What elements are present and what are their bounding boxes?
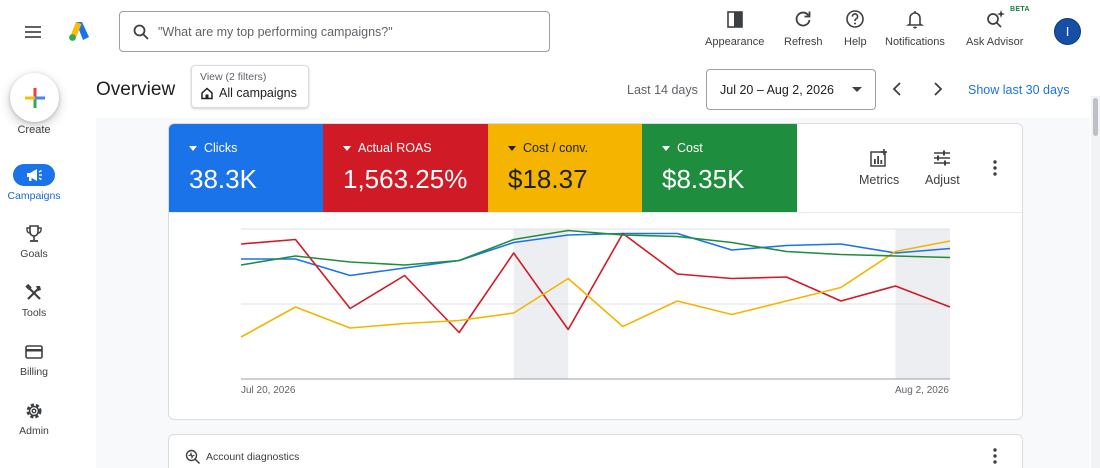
metric-name: Actual ROAS [358, 141, 432, 155]
help-label: Help [844, 36, 867, 48]
view-filter-value: All campaigns [219, 86, 297, 100]
x-axis-start-label: Jul 20, 2026 [241, 385, 296, 396]
search-icon [133, 24, 149, 40]
diagnostics-title: Account diagnostics [206, 451, 300, 463]
sidebar-item-billing[interactable]: Billing [0, 342, 68, 378]
view-filter-value-row: All campaigns [200, 86, 308, 100]
metric-value: 1,563.25% [343, 164, 468, 194]
series-line-clicks[interactable] [241, 232, 951, 277]
ask-advisor-button[interactable]: Ask Advisor [966, 8, 1023, 48]
sidebar-item-campaigns[interactable]: Campaigns [0, 164, 68, 202]
create-label: Create [17, 124, 51, 136]
tools-icon [25, 283, 41, 300]
metric-tile-cost[interactable]: Cost $8.35K [642, 124, 797, 212]
credit-card-icon [25, 345, 43, 359]
notifications-label: Notifications [885, 36, 945, 48]
metric-name: Cost [677, 141, 703, 155]
metric-name: Clicks [204, 141, 238, 155]
appearance-button[interactable]: Appearance [705, 8, 764, 48]
help-icon [846, 10, 865, 28]
metric-name-row: Cost [662, 141, 703, 155]
home-icon [201, 87, 213, 100]
create-button[interactable] [10, 73, 59, 122]
series-line-cost[interactable] [240, 229, 951, 266]
refresh-icon [795, 11, 811, 27]
appearance-icon [726, 11, 743, 28]
advisor-search-sparkle-icon [986, 10, 1005, 28]
sidebar-item-tools[interactable]: Tools [0, 283, 68, 319]
metrics-label: Metrics [859, 173, 900, 187]
search-input[interactable] [158, 24, 538, 39]
adjust-button[interactable]: Adjust [925, 148, 960, 187]
search-box[interactable] [119, 11, 550, 52]
triangle-down-icon [662, 145, 670, 151]
sidebar-item-admin[interactable]: Admin [0, 401, 68, 437]
more-options-icon[interactable] [993, 160, 997, 176]
metrics-chart-plus-icon [870, 149, 888, 167]
triangle-down-icon [343, 145, 351, 151]
google-ads-logo-icon[interactable] [67, 19, 91, 43]
metric-tile-actual-roas[interactable]: Actual ROAS 1,563.25% [323, 124, 488, 212]
refresh-button[interactable]: Refresh [784, 8, 823, 48]
gear-icon [26, 403, 42, 419]
metric-tile-clicks[interactable]: Clicks 38.3K [169, 124, 323, 212]
sidebar-item-label: Admin [19, 425, 49, 437]
view-filter-label: View (2 filters) [200, 71, 267, 83]
account-avatar[interactable]: I [1054, 18, 1081, 45]
performance-chart-card: Clicks 38.3K Actual ROAS 1,563.25% Cost … [168, 123, 1023, 420]
metric-value: 38.3K [189, 164, 257, 194]
triangle-down-icon [508, 145, 516, 151]
refresh-label: Refresh [784, 36, 823, 48]
more-options-icon[interactable] [993, 448, 997, 464]
trophy-icon [26, 225, 42, 242]
sidebar-item-label: Tools [21, 307, 47, 319]
notifications-button[interactable]: Notifications [885, 8, 945, 48]
previous-period-chevron-left-icon[interactable] [887, 79, 907, 99]
metric-name-row: Actual ROAS [343, 141, 432, 155]
metrics-button[interactable]: Metrics [859, 148, 899, 187]
sliders-icon [934, 150, 951, 166]
sidebar-item-goals[interactable]: Goals [0, 224, 68, 260]
view-filter-button[interactable]: View (2 filters) All campaigns [191, 65, 309, 108]
date-range-picker[interactable]: Jul 20 – Aug 2, 2026 [706, 69, 876, 110]
adjust-label: Adjust [925, 173, 960, 187]
metric-tile-cost-per-conv[interactable]: Cost / conv. $18.37 [488, 124, 642, 212]
sidebar-item-label: Billing [19, 366, 48, 378]
date-range-value: Jul 20 – Aug 2, 2026 [720, 82, 834, 97]
beta-badge: BETA [1010, 6, 1030, 13]
metric-value: $8.35K [662, 164, 745, 194]
show-last-30-days-link[interactable]: Show last 30 days [968, 83, 1070, 97]
diagnostics-search-icon [185, 449, 201, 465]
series-line-actual-roas[interactable] [240, 232, 951, 334]
page-title: Overview [96, 79, 176, 100]
plus-icon [24, 87, 45, 108]
sidebar-item-label: Campaigns [7, 190, 61, 202]
metric-name: Cost / conv. [523, 141, 589, 155]
next-period-chevron-right-icon[interactable] [928, 79, 948, 99]
top-bar: Appearance Refresh Help Notifications As… [0, 0, 1100, 64]
ask-advisor-label: Ask Advisor [966, 36, 1024, 48]
appearance-label: Appearance [705, 36, 765, 48]
account-diagnostics-card[interactable]: Account diagnostics [168, 434, 1023, 468]
bell-icon [905, 11, 925, 29]
metric-value: $18.37 [508, 164, 588, 194]
sidebar-item-label: Goals [20, 248, 48, 260]
help-button[interactable]: Help [844, 8, 867, 48]
hamburger-menu-icon[interactable] [23, 22, 43, 42]
megaphone-icon [27, 169, 42, 181]
metric-name-row: Cost / conv. [508, 141, 588, 155]
scrollbar-track[interactable] [1091, 96, 1100, 468]
performance-line-chart [240, 228, 951, 380]
card-divider [169, 212, 1022, 213]
x-axis-end-label: Aug 2, 2026 [895, 385, 949, 396]
triangle-down-icon [189, 145, 197, 151]
scrollbar-thumb[interactable] [1093, 98, 1098, 136]
series-line-cost-per-conv[interactable] [240, 240, 951, 338]
date-range-label: Last 14 days [627, 83, 698, 97]
caret-down-icon [852, 87, 862, 92]
active-indicator [13, 164, 55, 186]
metric-name-row: Clicks [189, 141, 237, 155]
